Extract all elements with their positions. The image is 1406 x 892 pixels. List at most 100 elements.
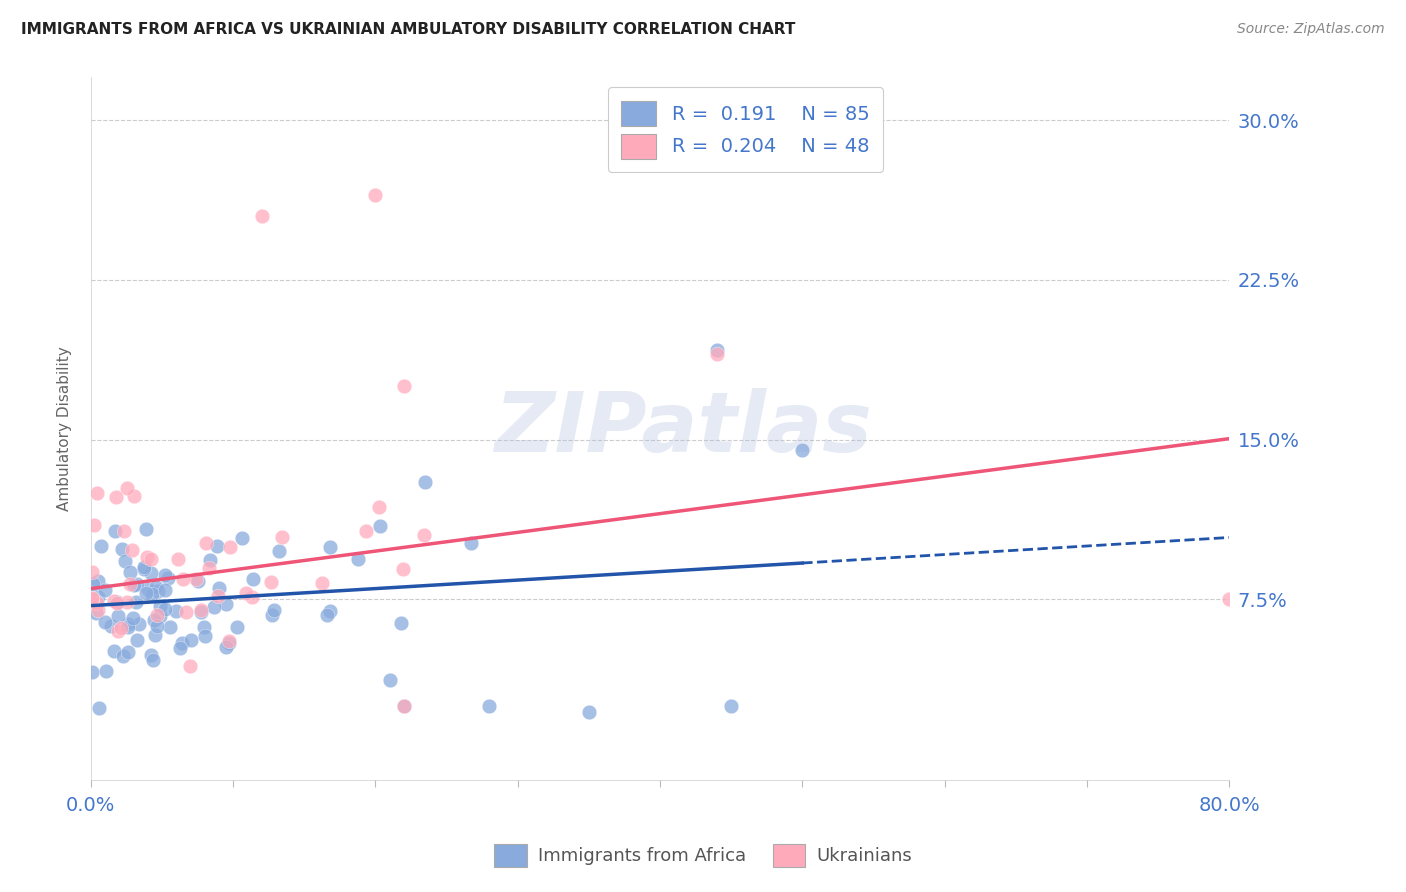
Point xyxy=(271,530,294,544)
Point xyxy=(478,698,501,713)
Point xyxy=(86,486,108,500)
Point xyxy=(240,590,263,604)
Point xyxy=(107,624,129,638)
Point xyxy=(87,574,110,588)
Legend: Immigrants from Africa, Ukrainians: Immigrants from Africa, Ukrainians xyxy=(486,837,920,874)
Point xyxy=(149,599,172,613)
Point xyxy=(263,603,285,617)
Point xyxy=(208,581,231,595)
Point xyxy=(87,603,110,617)
Point xyxy=(367,500,389,515)
Point xyxy=(215,640,238,655)
Point xyxy=(190,603,212,617)
Point xyxy=(187,574,209,588)
Point xyxy=(86,596,108,610)
Point xyxy=(100,619,122,633)
Point xyxy=(105,595,128,609)
Point xyxy=(110,621,132,635)
Point xyxy=(82,577,104,591)
Point xyxy=(83,596,105,610)
Point xyxy=(141,586,163,600)
Point xyxy=(145,608,167,623)
Point xyxy=(389,615,412,630)
Point xyxy=(115,481,138,495)
Point xyxy=(195,536,218,550)
Point xyxy=(169,641,191,656)
Point xyxy=(120,576,142,591)
Point xyxy=(128,616,150,631)
Point xyxy=(166,551,188,566)
Point xyxy=(368,519,391,533)
Point xyxy=(225,620,247,634)
Point xyxy=(105,490,128,504)
Point xyxy=(218,635,240,649)
Point xyxy=(124,577,146,591)
Point xyxy=(194,629,217,643)
Point xyxy=(153,567,176,582)
Point xyxy=(121,542,143,557)
Point xyxy=(139,648,162,663)
Point xyxy=(115,595,138,609)
Point xyxy=(231,531,253,545)
Point xyxy=(218,634,240,648)
Legend: R =  0.191    N = 85, R =  0.204    N = 48: R = 0.191 N = 85, R = 0.204 N = 48 xyxy=(607,87,883,172)
Point xyxy=(86,606,108,620)
Point xyxy=(172,572,194,586)
Point xyxy=(139,566,162,580)
Point xyxy=(207,539,229,553)
Point xyxy=(392,698,415,713)
Point xyxy=(103,644,125,658)
Point xyxy=(146,619,169,633)
Point xyxy=(87,591,110,605)
Point xyxy=(82,565,104,579)
Point xyxy=(94,615,117,629)
Point xyxy=(142,613,165,627)
Point xyxy=(262,607,284,622)
Point xyxy=(145,580,167,594)
Point xyxy=(111,541,134,556)
Point xyxy=(311,576,333,591)
Point xyxy=(107,609,129,624)
Point xyxy=(141,552,163,566)
Point xyxy=(114,554,136,568)
Point xyxy=(153,582,176,597)
Point xyxy=(190,606,212,620)
Point xyxy=(578,705,600,719)
Text: IMMIGRANTS FROM AFRICA VS UKRAINIAN AMBULATORY DISABILITY CORRELATION CHART: IMMIGRANTS FROM AFRICA VS UKRAINIAN AMBU… xyxy=(21,22,796,37)
Point xyxy=(392,698,415,713)
Point xyxy=(117,645,139,659)
Point xyxy=(117,620,139,634)
Point xyxy=(198,553,221,567)
Point xyxy=(135,550,157,565)
Point xyxy=(149,608,172,623)
Point xyxy=(364,187,387,202)
Point xyxy=(132,562,155,576)
Point xyxy=(1218,592,1240,607)
Point xyxy=(82,592,104,607)
Point xyxy=(315,607,337,622)
Y-axis label: Ambulatory Disability: Ambulatory Disability xyxy=(58,346,72,511)
Point xyxy=(165,604,187,618)
Point xyxy=(392,562,415,576)
Text: ZIPatlas: ZIPatlas xyxy=(494,388,872,469)
Point xyxy=(214,598,236,612)
Point xyxy=(125,633,148,648)
Point xyxy=(87,701,110,715)
Point xyxy=(392,379,415,393)
Point xyxy=(82,591,104,606)
Point xyxy=(193,620,215,634)
Point xyxy=(202,600,225,615)
Point xyxy=(250,209,273,223)
Point xyxy=(378,673,401,687)
Point xyxy=(180,633,202,648)
Point xyxy=(720,698,742,713)
Point xyxy=(792,443,814,458)
Point xyxy=(267,544,290,558)
Point xyxy=(319,540,342,554)
Point xyxy=(146,584,169,599)
Point xyxy=(90,540,112,554)
Point xyxy=(118,565,141,579)
Point xyxy=(460,536,482,550)
Point xyxy=(143,628,166,642)
Point xyxy=(142,653,165,667)
